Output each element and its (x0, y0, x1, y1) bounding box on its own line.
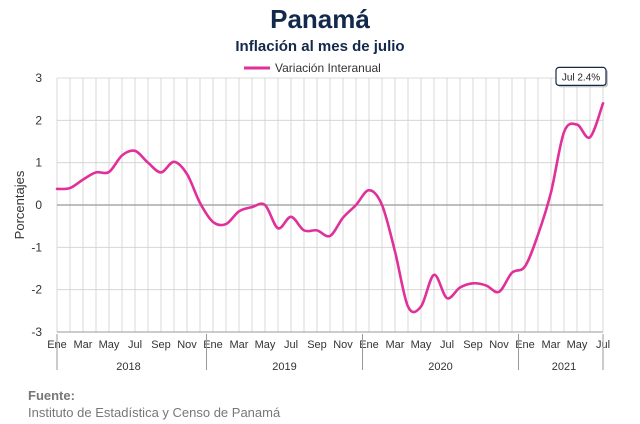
source-label: Fuente: (28, 388, 75, 403)
x-tick-label: Ene (515, 339, 535, 351)
x-tick-label: Mar (230, 339, 249, 351)
x-tick-label: Sep (463, 339, 483, 351)
y-tick-label: -3 (31, 325, 42, 339)
x-tick-label: Mar (542, 339, 561, 351)
x-tick-label: Jul (128, 339, 142, 351)
x-tick-label: May (99, 339, 120, 351)
x-tick-label: Jul (284, 339, 298, 351)
x-tick-label: May (411, 339, 432, 351)
y-tick-label: 3 (35, 71, 42, 85)
annotation-box (555, 66, 607, 87)
annotation-label: Jul 2.4% (562, 72, 600, 83)
x-tick-label: May (255, 339, 276, 351)
y-tick-label: 2 (35, 113, 42, 127)
chart-subtitle: Inflación al mes de julio (235, 38, 405, 55)
year-label: 2021 (552, 361, 576, 373)
x-tick-label: Nov (177, 339, 197, 351)
y-tick-label: -2 (31, 283, 42, 297)
x-tick-label: Nov (333, 339, 353, 351)
series-line-variacion-interanual (55, 102, 605, 314)
chart-title: Panamá (270, 4, 370, 34)
y-tick-label: 0 (35, 198, 42, 212)
y-tick-label: 1 (35, 156, 42, 170)
x-tick-label: Ene (203, 339, 223, 351)
legend-label: Variación Interanual (275, 61, 381, 75)
y-axis-label: Porcentajes (12, 170, 27, 239)
x-tick-label: May (567, 339, 588, 351)
source-text: Instituto de Estadística y Censo de Pana… (28, 405, 281, 420)
x-tick-label: Mar (74, 339, 93, 351)
x-tick-label: Jul (440, 339, 454, 351)
y-tick-label: -1 (31, 240, 42, 254)
x-tick-label: Sep (307, 339, 327, 351)
x-tick-label: Ene (359, 339, 379, 351)
year-label: 2020 (428, 361, 452, 373)
x-tick-label: Sep (151, 339, 171, 351)
x-tick-label: Nov (489, 339, 509, 351)
year-label: 2018 (116, 361, 140, 373)
year-label: 2019 (272, 361, 296, 373)
x-tick-label: Mar (386, 339, 405, 351)
